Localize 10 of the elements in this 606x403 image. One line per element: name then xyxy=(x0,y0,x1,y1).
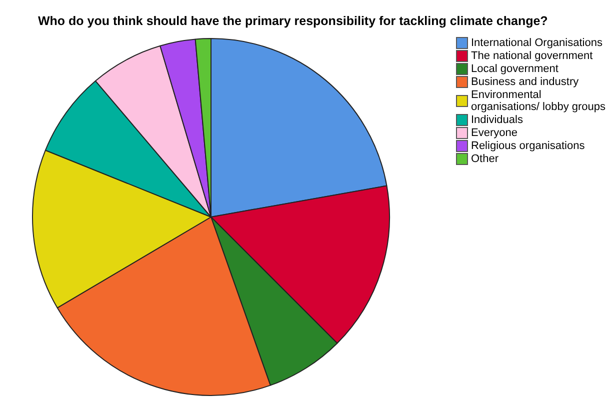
legend-label: Local government xyxy=(471,63,558,75)
legend-label: Other xyxy=(471,153,499,165)
legend-label: Business and industry xyxy=(471,76,579,88)
legend-label: International Organisations xyxy=(471,37,602,49)
legend-label: Everyone xyxy=(471,127,518,139)
legend-label: The national government xyxy=(471,50,593,62)
legend-label: Environmental organisations/ lobby groups xyxy=(471,89,606,113)
chart-title: Who do you think should have the primary responsibility for tackling climate change? xyxy=(38,14,548,28)
legend-label: Individuals xyxy=(471,114,523,126)
legend-label: Religious organisations xyxy=(471,140,585,152)
